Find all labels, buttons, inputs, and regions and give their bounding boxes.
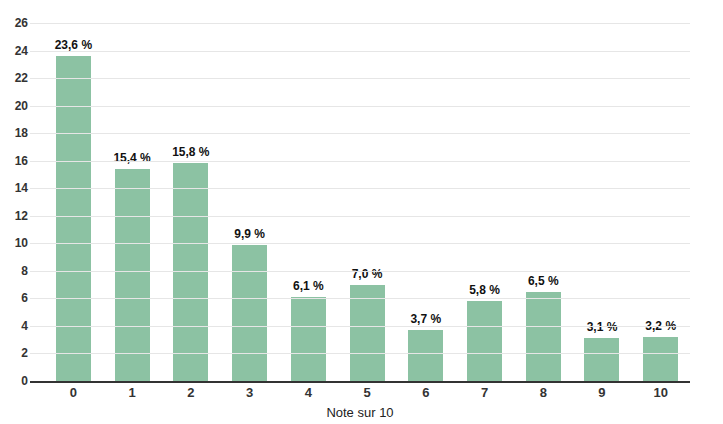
y-tick-label-6: 6	[4, 291, 28, 305]
bar-column-4: 6,1 %	[279, 23, 338, 381]
bar-value-label: 3,7 %	[410, 312, 441, 326]
y-tick-label-20: 20	[4, 99, 28, 113]
gridline-y-14	[30, 188, 690, 189]
x-tick-label-3: 3	[220, 385, 279, 400]
bar	[291, 297, 326, 381]
x-tick-label-10: 10	[631, 385, 690, 400]
x-tick-label-2: 2	[161, 385, 220, 400]
bar-column-0: 23,6 %	[44, 23, 103, 381]
x-tick-label-5: 5	[338, 385, 397, 400]
bar	[643, 337, 678, 381]
bar-column-6: 3,7 %	[396, 23, 455, 381]
bar-value-label: 5,8 %	[469, 283, 500, 297]
bar	[173, 163, 208, 381]
bar	[115, 169, 150, 381]
x-tick-label-8: 8	[514, 385, 573, 400]
bar-column-10: 3,2 %	[631, 23, 690, 381]
bar-column-7: 5,8 %	[455, 23, 514, 381]
gridline-y-20	[30, 106, 690, 107]
gridline-y-10	[30, 243, 690, 244]
gridline-y-2	[30, 353, 690, 354]
gridline-y-8	[30, 271, 690, 272]
bar-value-label: 15,8 %	[172, 145, 209, 159]
bar-value-label: 6,5 %	[528, 274, 559, 288]
y-tick-label-24: 24	[4, 44, 28, 58]
x-tick-label-9: 9	[573, 385, 632, 400]
gridline-y-12	[30, 216, 690, 217]
bar	[408, 330, 443, 381]
gridline-y-24	[30, 51, 690, 52]
y-tick-label-18: 18	[4, 126, 28, 140]
gridline-y-18	[30, 133, 690, 134]
bar-column-3: 9,9 %	[220, 23, 279, 381]
x-axis-ticks: 012345678910	[44, 385, 690, 400]
y-tick-label-12: 12	[4, 209, 28, 223]
y-tick-label-22: 22	[4, 71, 28, 85]
bar	[584, 338, 619, 381]
bar	[232, 245, 267, 381]
x-tick-label-6: 6	[396, 385, 455, 400]
gridline-y-16	[30, 161, 690, 162]
bar-value-label: 3,1 %	[587, 320, 618, 334]
bar-column-5: 7,0 %	[338, 23, 397, 381]
x-tick-label-1: 1	[103, 385, 162, 400]
x-tick-label-7: 7	[455, 385, 514, 400]
plot-area: 23,6 % 15,4 % 15,8 % 9,9 % 6,1 % 7,0 % 3,7 % 5,…	[30, 23, 690, 383]
bar-value-label: 15,4 %	[113, 151, 150, 165]
gridline-y-22	[30, 78, 690, 79]
gridline-y-6	[30, 298, 690, 299]
y-tick-label-10: 10	[4, 236, 28, 250]
x-tick-label-0: 0	[44, 385, 103, 400]
y-tick-label-8: 8	[4, 264, 28, 278]
gridline-y-26	[30, 23, 690, 24]
bar	[467, 301, 502, 381]
x-axis-title: Note sur 10	[30, 405, 690, 420]
bar-chart: 23,6 % 15,4 % 15,8 % 9,9 % 6,1 % 7,0 % 3,7 % 5,…	[0, 0, 723, 424]
bar-column-8: 6,5 %	[514, 23, 573, 381]
y-tick-label-2: 2	[4, 346, 28, 360]
bars-container: 23,6 % 15,4 % 15,8 % 9,9 % 6,1 % 7,0 % 3,7 % 5,…	[44, 23, 690, 381]
bar-value-label: 6,1 %	[293, 279, 324, 293]
y-tick-label-26: 26	[4, 16, 28, 30]
bar	[526, 292, 561, 382]
y-tick-label-0: 0	[4, 374, 28, 388]
y-tick-label-16: 16	[4, 154, 28, 168]
bar-column-1: 15,4 %	[103, 23, 162, 381]
bar-value-label: 9,9 %	[234, 227, 265, 241]
gridline-y-4	[30, 326, 690, 327]
y-tick-label-4: 4	[4, 319, 28, 333]
y-tick-label-14: 14	[4, 181, 28, 195]
x-tick-label-4: 4	[279, 385, 338, 400]
bar-column-9: 3,1 %	[573, 23, 632, 381]
bar-column-2: 15,8 %	[161, 23, 220, 381]
bar-value-label: 7,0 %	[352, 267, 383, 281]
